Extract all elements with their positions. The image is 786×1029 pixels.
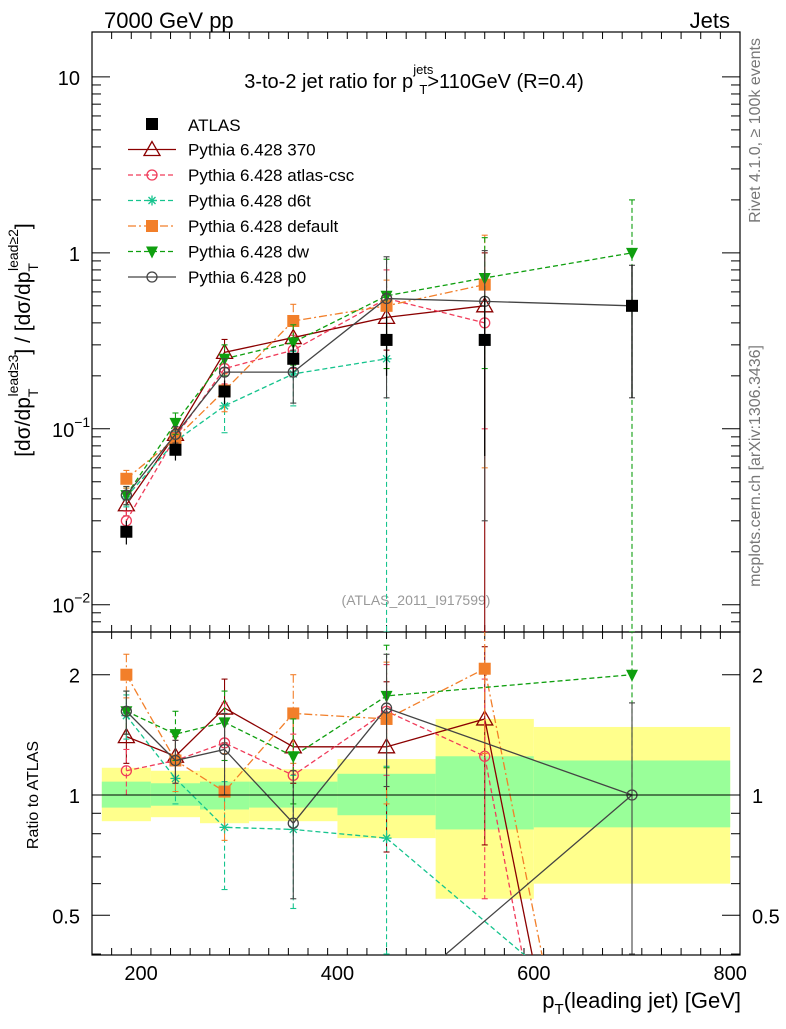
ratio-ylabel: Ratio to ATLAS <box>25 741 42 849</box>
marker-atlascsc <box>120 765 133 777</box>
data-point <box>218 385 231 398</box>
header-right: Jets <box>690 8 730 33</box>
marker-dw <box>626 247 638 260</box>
marker-p0 <box>169 428 182 440</box>
legend-label-atlascsc: Pythia 6.428 atlas-csc <box>188 166 355 185</box>
mcplots-label: mcplots.cern.ch [arXiv:1306.3436] <box>747 345 764 587</box>
legend-label-p0: Pythia 6.428 p0 <box>188 268 306 287</box>
legend-marker-dw <box>146 246 158 259</box>
svg-text:[dσ/dpTlead≥3] / [dσ/dpTlead≥2: [dσ/dpTlead≥3] / [dσ/dpTlead≥2] <box>5 223 41 457</box>
data-point <box>380 333 393 346</box>
legend-marker-atlas <box>146 118 158 130</box>
header-left: 7000 GeV pp <box>104 8 234 33</box>
y-tick-label: 10−2 <box>52 590 90 618</box>
marker-default <box>120 472 133 485</box>
ratio-band-inner <box>150 783 200 806</box>
y-tick-label: 10 <box>58 68 80 90</box>
series-line-d6t <box>125 715 526 955</box>
main-series <box>117 199 638 632</box>
marker-mc370 <box>117 727 136 744</box>
rivet-label: Rivet 4.1.0, ≥ 100k events <box>747 38 764 223</box>
marker-dw <box>626 669 638 682</box>
analysis-watermark: (ATLAS_2011_I917599) <box>342 592 491 608</box>
ratio-tick-label: 2 <box>69 666 80 688</box>
axis-ticks: 200 400 600 800 10−2 10−1 1 10 0.5 0.5 1 1 2 2 <box>52 32 780 985</box>
marker-d6t <box>381 833 392 844</box>
legend-label-dw: Pythia 6.428 dw <box>188 243 310 262</box>
marker-default <box>287 314 300 327</box>
marker-dw <box>169 729 182 742</box>
y-tick-label: 10−1 <box>52 414 90 442</box>
marker-p0 <box>380 292 393 305</box>
marker-dw <box>287 337 300 350</box>
series-line-dw <box>125 252 633 496</box>
star-stroke <box>220 401 229 410</box>
ratio-tick-label-right: 0.5 <box>752 906 780 928</box>
marker-p0 <box>287 817 299 829</box>
legend-label-d6t: Pythia 6.428 d6t <box>188 192 311 211</box>
series-line-atlascsc <box>125 297 485 522</box>
x-tick-label: 600 <box>517 963 550 985</box>
marker-p0 <box>169 754 182 767</box>
main-ylabel: [dσ/dpTlead≥3] / [dσ/dpTlead≥2] <box>5 223 41 457</box>
legend-marker-default <box>146 220 158 232</box>
ratio-frame <box>91 631 741 956</box>
star-stroke <box>220 823 229 832</box>
ratio-tick-label: 0.5 <box>52 906 80 928</box>
ratio-tick-label: 1 <box>69 786 80 808</box>
y-tick-label: 1 <box>69 244 80 266</box>
marker-p0 <box>218 743 231 756</box>
chart-title: 3-to-2 jet ratio for pjets T>110GeV (R=0.… <box>244 62 584 97</box>
legend-label-mc370: Pythia 6.428 370 <box>188 141 316 160</box>
marker-p0 <box>120 705 133 717</box>
legend-marker-d6t <box>147 195 157 206</box>
data-point <box>169 443 182 456</box>
series-line-d6t <box>125 358 387 498</box>
marker-dw <box>169 417 182 430</box>
legend-label-atlas: ATLAS <box>188 116 241 135</box>
data-point <box>626 299 638 312</box>
star-stroke <box>382 834 391 843</box>
x-axis-label: pT(leading jet) [GeV] <box>542 988 741 1018</box>
marker-default <box>120 668 133 681</box>
ratio-tick-label-right: 2 <box>752 666 763 688</box>
ratio-bands <box>101 718 731 899</box>
legend: ATLAS Pythia 6.428 370 Pythia 6.428 atlas-… <box>128 116 355 287</box>
star-stroke <box>148 196 156 205</box>
legend-label-default: Pythia 6.428 default <box>188 217 339 236</box>
ratio-tick-label-right: 1 <box>752 786 763 808</box>
marker-d6t <box>219 822 230 833</box>
legend-marker-p0 <box>146 271 158 283</box>
series-line-p0 <box>125 297 633 496</box>
x-tick-label: 800 <box>713 963 746 985</box>
marker-default <box>287 707 300 720</box>
data-point <box>120 525 133 538</box>
marker-default <box>478 662 491 675</box>
ratio-series <box>117 632 638 955</box>
marker-p0 <box>120 489 133 501</box>
marker-p0 <box>218 366 231 378</box>
data-point <box>478 333 491 346</box>
x-tick-label: 200 <box>124 963 157 985</box>
marker-p0 <box>380 702 393 714</box>
legend-marker-mc370 <box>142 140 162 157</box>
data-point <box>287 352 300 365</box>
legend-marker-atlascsc <box>146 169 158 181</box>
marker-dw <box>287 751 300 764</box>
x-tick-label: 400 <box>321 963 354 985</box>
